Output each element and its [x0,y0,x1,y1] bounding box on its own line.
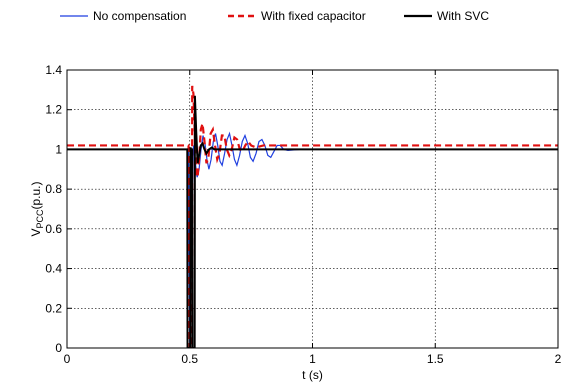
series-line-with-svc [67,95,558,348]
plot-lines [67,85,558,348]
y-tick-label: 0.4 [45,262,62,276]
plot-frame [66,69,559,349]
x-tick-label: 2 [555,352,562,366]
legend: No compensation With fixed capacitor With … [60,9,489,23]
y-axis-label-unit: (p.u.) [29,181,43,209]
y-axis-label-main: V [29,229,43,237]
y-tick-label: 0.8 [45,182,62,196]
y-tick-label: 0.6 [45,222,62,236]
x-axis-ticks: 0 0.5 1 1.5 2 [64,70,562,366]
grid [67,70,558,348]
y-tick-label: 1 [55,142,62,156]
x-tick-label: 1.5 [427,352,444,366]
y-axis-label-sub: PCC [35,209,45,229]
legend-label: No compensation [93,9,186,23]
y-tick-label: 1.2 [45,103,62,117]
y-axis-ticks: 0 0.2 0.4 0.6 0.8 1 1.2 1.4 [45,63,558,355]
y-axis-label: VPCC(p.u.) [29,181,45,236]
x-tick-label: 0.5 [181,352,198,366]
legend-label: With fixed capacitor [261,9,366,23]
x-axis-label: t (s) [302,368,323,382]
y-tick-label: 0 [55,341,62,355]
x-tick-label: 1 [309,352,316,366]
x-tick-label: 0 [64,352,71,366]
y-tick-label: 1.4 [45,63,62,77]
y-tick-label: 0.2 [45,301,62,315]
legend-label: With SVC [437,9,489,23]
